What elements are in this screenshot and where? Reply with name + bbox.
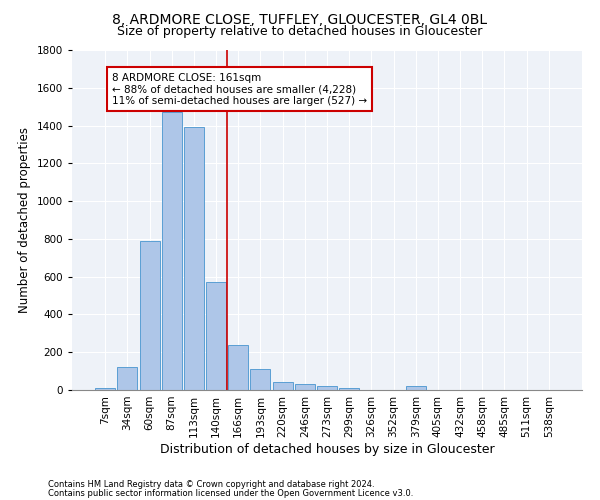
Bar: [95, 388, 115, 390]
Bar: [272, 382, 293, 390]
Bar: [184, 128, 204, 390]
Text: Contains HM Land Registry data © Crown copyright and database right 2024.: Contains HM Land Registry data © Crown c…: [48, 480, 374, 489]
Text: Size of property relative to detached houses in Gloucester: Size of property relative to detached ho…: [118, 25, 482, 38]
Text: Contains public sector information licensed under the Open Government Licence v3: Contains public sector information licen…: [48, 488, 413, 498]
Bar: [162, 112, 182, 390]
Bar: [228, 344, 248, 390]
X-axis label: Distribution of detached houses by size in Gloucester: Distribution of detached houses by size …: [160, 442, 494, 456]
Text: 8, ARDMORE CLOSE, TUFFLEY, GLOUCESTER, GL4 0BL: 8, ARDMORE CLOSE, TUFFLEY, GLOUCESTER, G…: [112, 12, 488, 26]
Y-axis label: Number of detached properties: Number of detached properties: [18, 127, 31, 313]
Bar: [406, 386, 426, 390]
Bar: [295, 384, 315, 390]
Bar: [206, 282, 226, 390]
Bar: [118, 368, 137, 390]
Bar: [140, 241, 160, 390]
Bar: [317, 386, 337, 390]
Bar: [339, 388, 359, 390]
Text: 8 ARDMORE CLOSE: 161sqm
← 88% of detached houses are smaller (4,228)
11% of semi: 8 ARDMORE CLOSE: 161sqm ← 88% of detache…: [112, 72, 367, 106]
Bar: [250, 369, 271, 390]
